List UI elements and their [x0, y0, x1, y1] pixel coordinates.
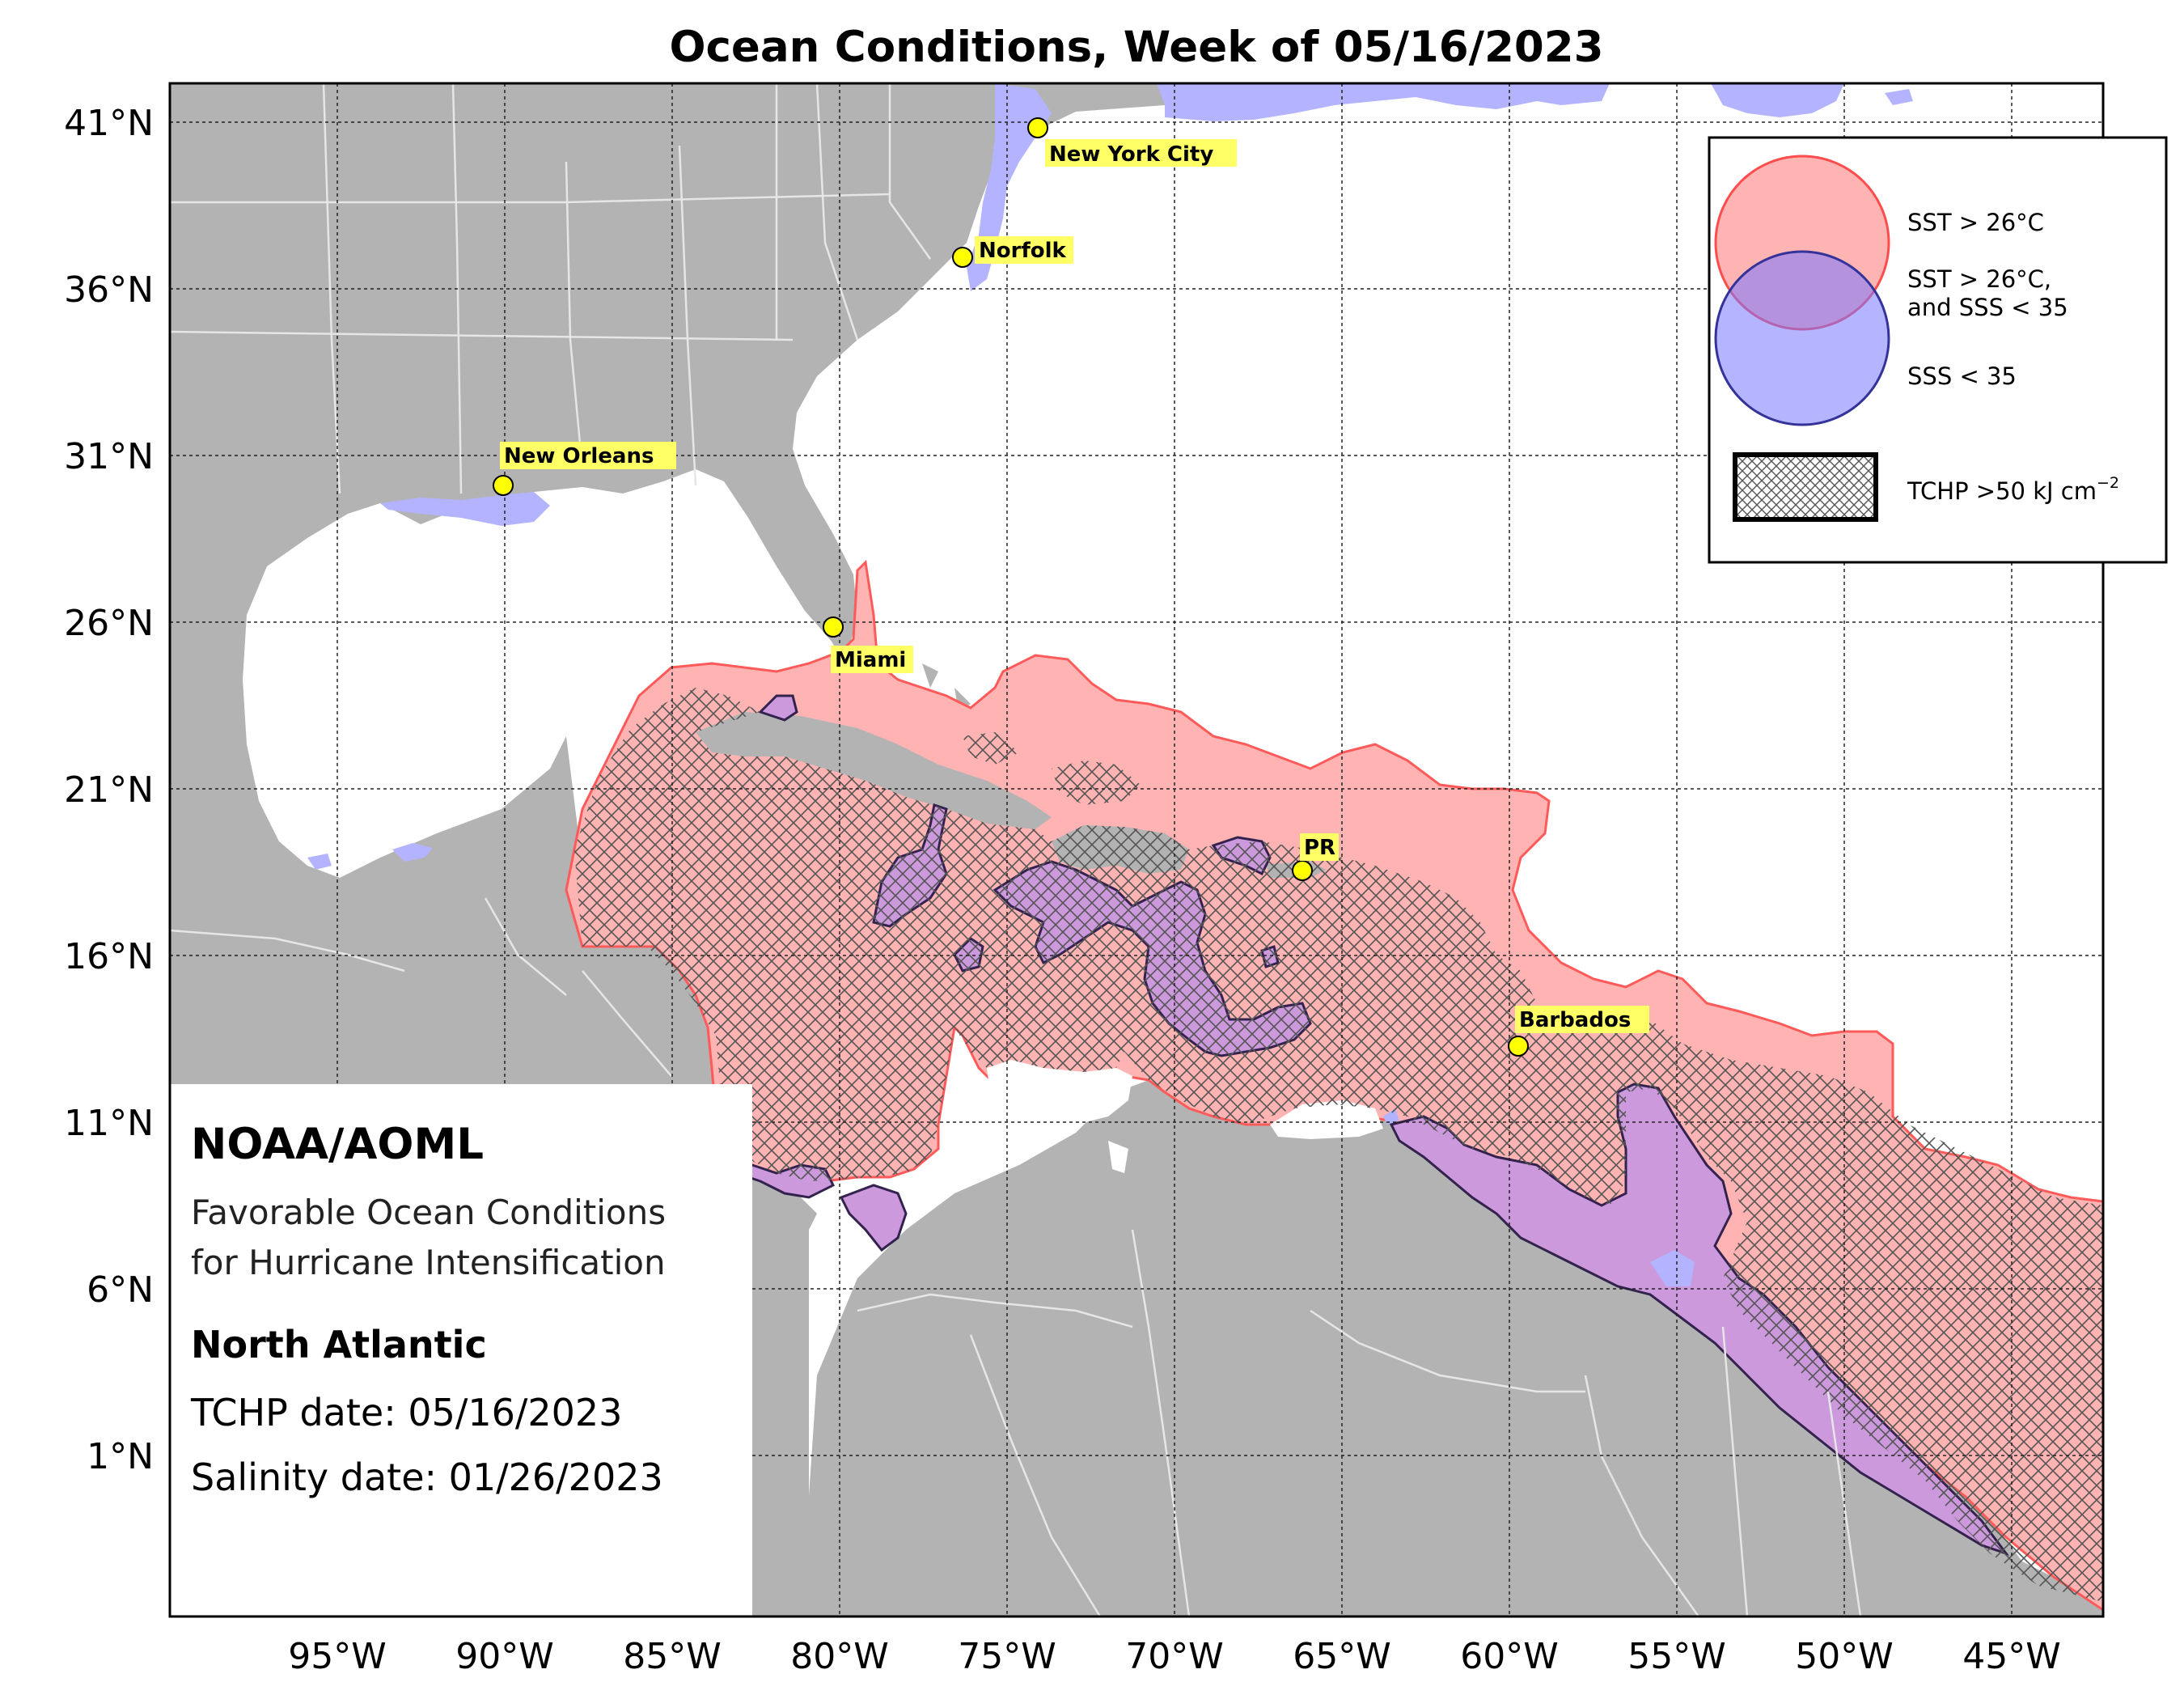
land-central-america [170, 870, 817, 1230]
city-label: Miami [835, 648, 906, 672]
lat-label: 26°N [64, 603, 154, 644]
legend-tchp-prefix: TCHP >50 kJ cm [1907, 477, 2097, 505]
lon-label: 45°W [1962, 1636, 2061, 1677]
map-frame [168, 82, 2105, 1618]
lon-label: 50°W [1795, 1636, 1894, 1677]
lon-label: 65°W [1293, 1636, 1391, 1677]
city-label: New York City [1049, 142, 1213, 167]
city-marker [823, 616, 844, 638]
land-florida [760, 449, 849, 651]
lat-label: 36°N [64, 269, 154, 311]
info-panel: NOAA/AOML Favorable Ocean Conditions for… [190, 1120, 666, 1499]
latitude-labels: 41°N 36°N 31°N 26°N 21°N 16°N 11°N 6°N 1… [64, 103, 154, 1477]
lon-label: 90°W [455, 1636, 554, 1677]
city-new-york: New York City [1027, 117, 1237, 167]
tchp-region [574, 688, 2103, 1602]
legend-sst-label: SST > 26°C [1907, 209, 2044, 236]
legend-sss-label: SSS < 35 [1907, 362, 2017, 390]
lon-label: 75°W [958, 1636, 1056, 1677]
legend-both-label-1: SST > 26°C, [1907, 265, 2051, 293]
city-marker [493, 475, 514, 496]
city-barbados: Barbados [1508, 1006, 1649, 1057]
lon-label: 85°W [623, 1636, 722, 1677]
chart-title: Ocean Conditions, Week of 05/16/2023 [669, 23, 1603, 72]
lat-label: 11°N [64, 1103, 154, 1144]
lat-label: 6°N [87, 1269, 154, 1311]
city-marker [1027, 117, 1048, 138]
region-name: North Atlantic [191, 1323, 487, 1366]
description-line-2: for Hurricane Intensification [191, 1243, 666, 1282]
lon-label: 95°W [288, 1636, 387, 1677]
longitude-labels: 95°W 90°W 85°W 80°W 75°W 70°W 65°W 60°W … [288, 1636, 2061, 1677]
city-label: PR [1304, 836, 1335, 860]
city-label: Norfolk [979, 239, 1067, 263]
legend-sss-swatch [1714, 250, 1890, 426]
lon-label: 80°W [790, 1636, 889, 1677]
legend-tchp-label: TCHP >50 kJ cm−2 [1907, 474, 2119, 505]
description-line-1: Favorable Ocean Conditions [191, 1193, 666, 1232]
city-marker [952, 247, 973, 268]
org-name: NOAA/AOML [191, 1120, 484, 1169]
lat-label: 21°N [64, 769, 154, 811]
city-pr: PR [1292, 833, 1339, 881]
sss-region [1157, 83, 1610, 121]
city-marker [1508, 1036, 1529, 1057]
city-label: New Orleans [504, 444, 654, 468]
info-box-background [170, 1084, 752, 1616]
tchp-date: TCHP date: 05/16/2023 [190, 1391, 622, 1434]
legend: SST > 26°C SST > 26°C, and SSS < 35 SSS … [1708, 136, 2168, 564]
lat-label: 1°N [87, 1436, 154, 1477]
city-markers: New York City Norfolk New Orleans Miami … [493, 117, 1649, 1057]
lat-label: 31°N [64, 436, 154, 477]
city-marker [1292, 860, 1313, 881]
lon-label: 60°W [1460, 1636, 1559, 1677]
land-south-america [801, 1080, 2103, 1616]
legend-tchp-exponent: −2 [2097, 474, 2119, 492]
city-norfolk: Norfolk [952, 236, 1073, 268]
legend-tchp-swatch [1733, 452, 1878, 522]
lon-label: 55°W [1627, 1636, 1726, 1677]
lat-label: 16°N [64, 936, 154, 977]
graticule [170, 83, 2103, 1616]
lat-label: 41°N [64, 103, 154, 144]
city-new-orleans: New Orleans [493, 442, 676, 496]
city-miami: Miami [823, 616, 913, 673]
lon-label: 70°W [1125, 1636, 1224, 1677]
salinity-date: Salinity date: 01/26/2023 [191, 1455, 663, 1499]
city-label: Barbados [1519, 1008, 1631, 1032]
legend-both-label-2: and SSS < 35 [1907, 294, 2068, 321]
